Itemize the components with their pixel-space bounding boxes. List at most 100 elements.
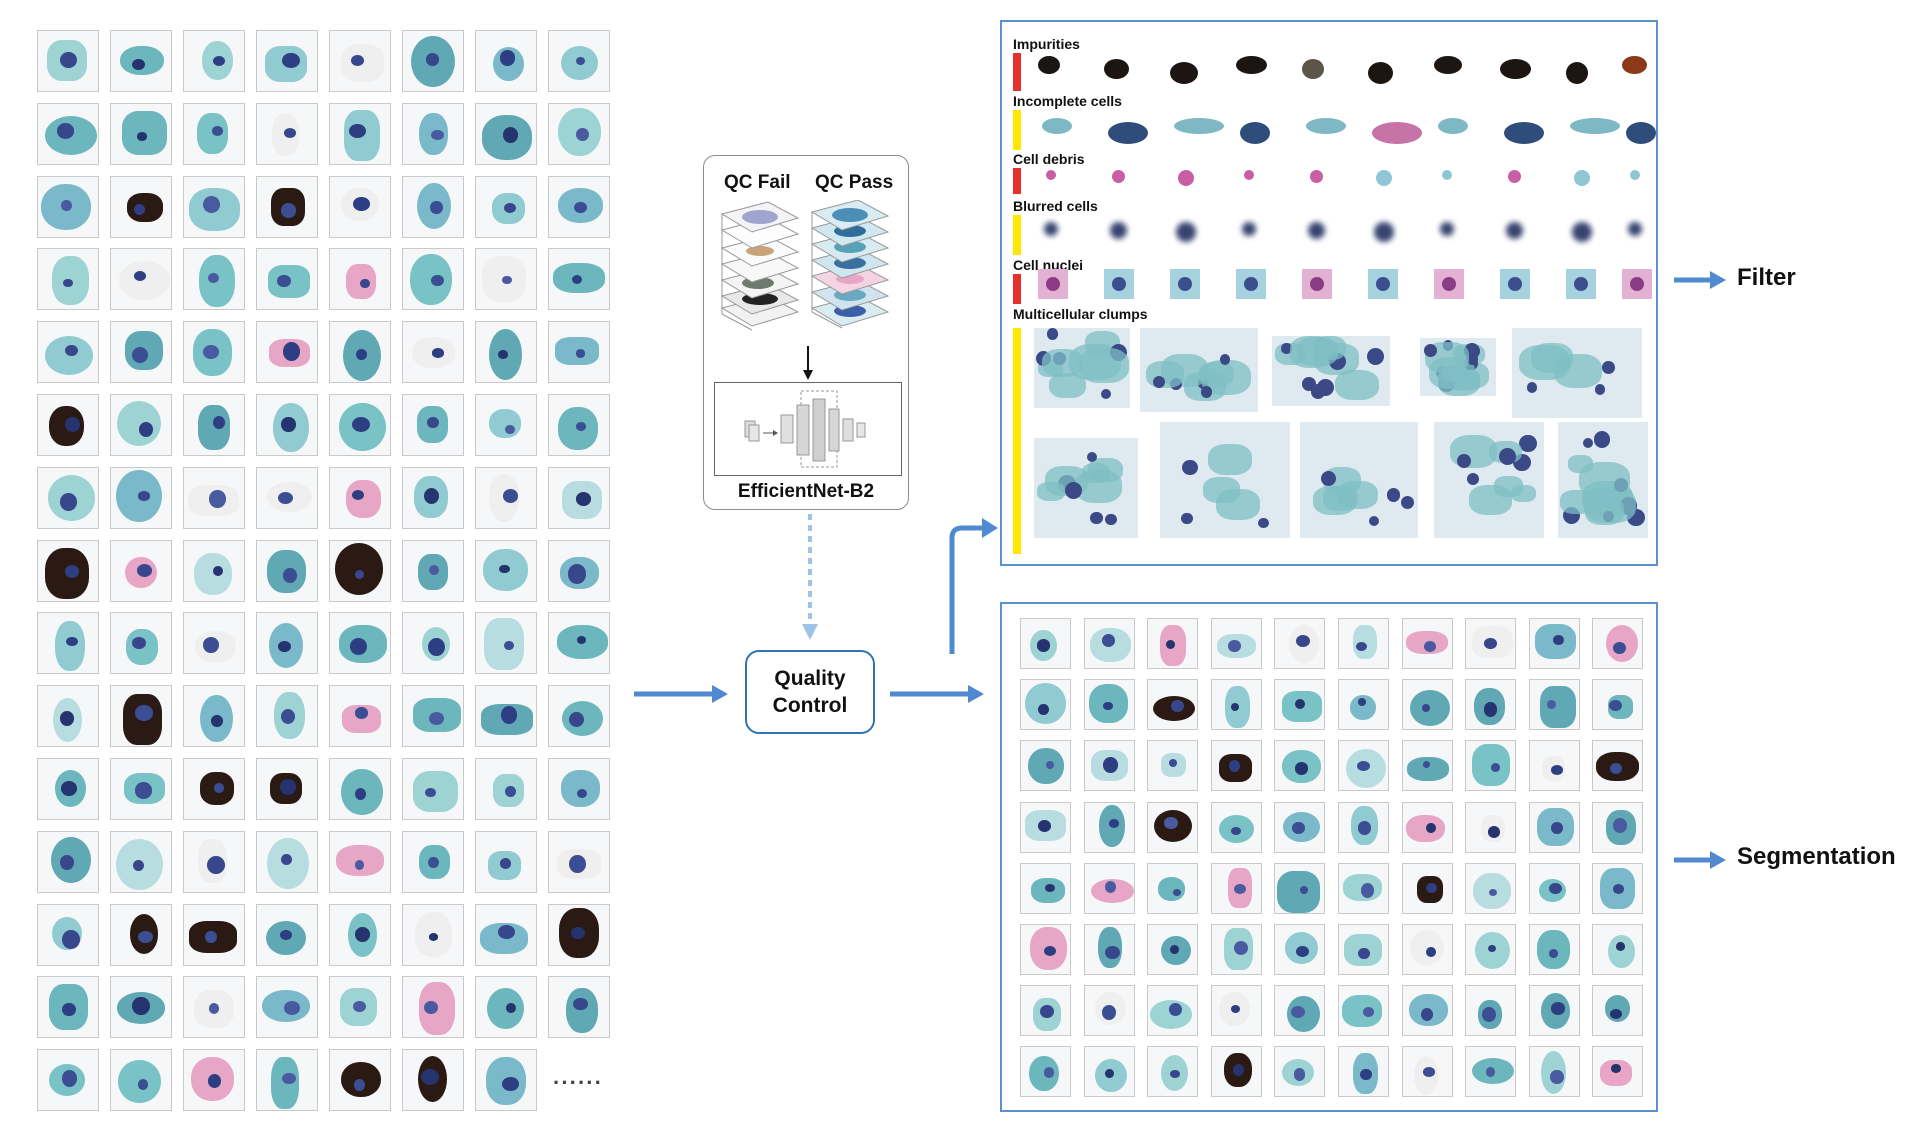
cell-nucleus: [137, 1079, 149, 1090]
cell-nucleus: [62, 278, 74, 288]
cell-image-tile: [475, 248, 537, 311]
cell-cytoplasm: [1024, 683, 1066, 724]
sample-cell: [1368, 62, 1393, 84]
cell-nucleus: [280, 709, 295, 725]
cell-image-tile: [402, 1049, 464, 1112]
cell-image-tile: [402, 102, 464, 165]
cell-nucleus: [207, 1074, 222, 1089]
sample-cell: [1376, 277, 1390, 291]
cell-image-tile: [475, 903, 537, 966]
segmented-cell-tile: [1338, 801, 1389, 853]
sample-cell: [1630, 277, 1644, 291]
segmented-cell-tile: [1083, 924, 1135, 975]
segmented-cell-tile: [1020, 1046, 1071, 1098]
cell-cytoplasm: [410, 253, 453, 305]
cell-image-tile: [110, 903, 172, 966]
sample-cell: [1174, 118, 1224, 134]
cell-image-tile: [183, 248, 245, 311]
sample-cell: [1108, 122, 1148, 144]
cell-image-tile: [37, 466, 99, 529]
cell-image-tile: [110, 685, 172, 748]
cell-image-tile: [475, 612, 537, 675]
cell-cytoplasm: [1600, 1059, 1632, 1086]
cell-nucleus: [203, 196, 221, 213]
cell-nucleus: [351, 416, 370, 432]
cell-nucleus: [135, 782, 152, 799]
clump-nucleus: [1086, 451, 1098, 463]
cell-nucleus: [1300, 885, 1309, 894]
cell-nucleus: [1290, 1006, 1306, 1019]
cell-nucleus: [502, 127, 518, 144]
segmented-cell-tile: [1083, 618, 1135, 669]
cell-image-tile: [110, 466, 172, 529]
cell-nucleus: [1608, 699, 1622, 711]
category-label-multicellular-clumps: Multicellular clumps: [1013, 306, 1148, 322]
segmented-cell-tile: [1401, 1046, 1453, 1098]
cell-nucleus: [353, 1001, 367, 1013]
clump-cytoplasm: [1530, 343, 1574, 374]
cell-image-tile: [475, 539, 537, 602]
cell-image-tile: [548, 539, 610, 602]
cell-image-tile: [402, 685, 464, 748]
cell-nucleus: [282, 342, 301, 361]
cell-nucleus: [1169, 945, 1179, 954]
cell-image-tile: [475, 685, 537, 748]
cell-nucleus: [1426, 822, 1436, 833]
segmented-cell-tile: [1465, 740, 1517, 792]
sample-cell: [1630, 170, 1640, 180]
cell-nucleus: [1551, 822, 1564, 834]
cell-nucleus: [1422, 761, 1431, 769]
cell-cytoplasm: [345, 479, 382, 519]
cell-nucleus: [500, 705, 518, 724]
cell-nucleus: [131, 346, 148, 364]
cell-image-tile: [548, 830, 610, 893]
sample-cell: [1112, 277, 1126, 291]
clump-nucleus: [1281, 343, 1292, 354]
qc-image-stacks-icon: [720, 200, 890, 331]
cell-nucleus: [1171, 699, 1184, 713]
segmented-cell-tile: [1338, 924, 1389, 975]
cell-nucleus: [1103, 757, 1118, 773]
cell-nucleus: [1295, 945, 1310, 957]
sample-cell: [1506, 222, 1523, 239]
cell-image-tile: [548, 466, 610, 529]
segmented-cell-tile: [1401, 985, 1453, 1037]
clump-nucleus: [1181, 459, 1198, 476]
cell-image-tile: [475, 466, 537, 529]
cell-cytoplasm: [1608, 934, 1635, 968]
cell-nucleus: [61, 1069, 78, 1087]
cell-image-tile: [548, 30, 610, 92]
clump-nucleus: [1181, 512, 1193, 525]
cell-nucleus: [1038, 819, 1051, 832]
cell-nucleus: [504, 424, 515, 435]
cell-image-tile: [475, 102, 537, 165]
segmented-cell-tile: [1274, 801, 1326, 853]
cell-nucleus: [213, 565, 224, 577]
cell-image-tile: [256, 612, 318, 675]
cell-nucleus: [208, 1003, 220, 1014]
cell-image-tile: [329, 685, 391, 748]
qc-fail-stack: [720, 201, 800, 331]
cell-image-tile: [402, 830, 464, 893]
sample-cell: [1244, 170, 1254, 180]
cell-image-tile: [110, 612, 172, 675]
cell-image-tile: [402, 394, 464, 456]
sample-cell: [1508, 170, 1521, 183]
sample-cell: [1112, 170, 1125, 183]
segmented-cell-tile: [1020, 618, 1071, 669]
segmented-cell-tile: [1592, 679, 1644, 731]
clump-nucleus: [1367, 347, 1385, 365]
cell-nucleus: [132, 637, 147, 650]
cell-cytoplasm: [193, 552, 233, 595]
cell-nucleus: [1360, 883, 1375, 898]
cell-image-tile: [402, 321, 464, 384]
sample-cell: [1308, 222, 1325, 239]
cell-nucleus: [1169, 759, 1178, 767]
cell-cytoplasm: [334, 543, 384, 596]
model-name-label: EfficientNet-B2: [737, 481, 875, 502]
sample-cell: [1240, 122, 1270, 144]
cell-nucleus: [505, 1002, 516, 1013]
clump-nucleus: [1424, 344, 1438, 358]
cell-cytoplasm: [483, 617, 525, 671]
cell-nucleus: [1101, 1004, 1117, 1020]
